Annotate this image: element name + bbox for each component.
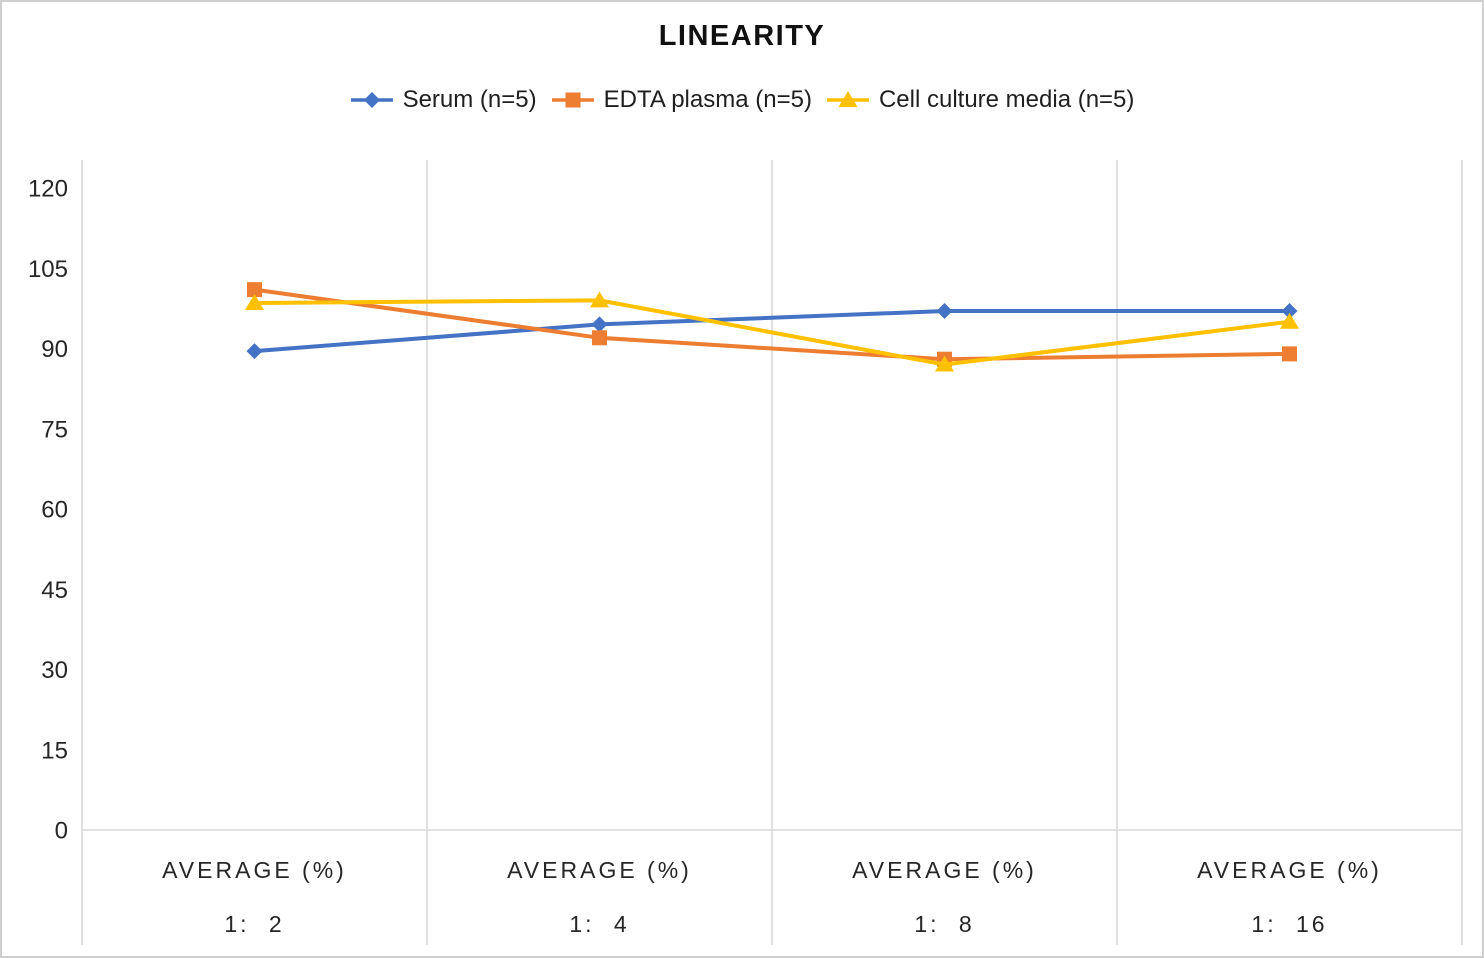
y-tick-label: 45 xyxy=(41,577,68,604)
legend-item-serum-n-5: Serum (n=5) xyxy=(350,86,537,114)
y-tick-label: 75 xyxy=(41,416,68,443)
y-tick-label: 60 xyxy=(41,497,68,524)
data-point-cell-culture-media-n-5 xyxy=(590,291,609,308)
chart-title: LINEARITY xyxy=(658,20,826,52)
data-point-cell-culture-media-n-5 xyxy=(245,294,264,311)
diamond-legend-marker-icon xyxy=(350,92,393,108)
y-tick-label: 120 xyxy=(28,176,68,203)
category-label: 1: 16 xyxy=(1251,911,1327,937)
legend-label: Cell culture media (n=5) xyxy=(878,86,1135,113)
data-point-edta-plasma-n-5 xyxy=(1282,346,1297,362)
category-header: AVERAGE (%) xyxy=(507,857,692,883)
category-label: 1: 2 xyxy=(224,911,284,937)
legend-item-cell-culture-media-n-5: Cell culture media (n=5) xyxy=(826,86,1134,114)
series-line-cell-culture-media-n-5 xyxy=(252,298,1292,367)
y-tick-label: 15 xyxy=(41,737,68,764)
y-tick-label: 105 xyxy=(28,256,68,283)
legend-label: Serum (n=5) xyxy=(402,86,537,113)
data-point-edta-plasma-n-5 xyxy=(592,330,607,346)
category-label: 1: 4 xyxy=(569,911,629,937)
square-legend-marker-icon xyxy=(551,92,594,108)
triangle-legend-marker-icon xyxy=(826,91,869,107)
legend: Serum (n=5) EDTA plasma (n=5) Cell culture… xyxy=(2,86,1482,114)
data-point-serum-n-5 xyxy=(246,343,263,360)
y-tick-label: 30 xyxy=(41,657,68,684)
data-point-serum-n-5 xyxy=(1281,303,1298,320)
legend-label: EDTA plasma (n=5) xyxy=(603,86,812,113)
data-point-edta-plasma-n-5 xyxy=(247,282,262,298)
y-tick-label: 0 xyxy=(55,818,68,845)
y-tick-label: 90 xyxy=(41,336,68,363)
series-line-serum-n-5 xyxy=(252,309,1292,354)
category-header: AVERAGE (%) xyxy=(1197,857,1382,883)
legend-item-edta-plasma-n-5: EDTA plasma (n=5) xyxy=(551,86,812,114)
data-point-cell-culture-media-n-5 xyxy=(935,355,954,372)
category-label: 1: 8 xyxy=(914,911,974,937)
data-point-serum-n-5 xyxy=(936,303,953,320)
series-line-edta-plasma-n-5 xyxy=(252,287,1292,362)
data-point-cell-culture-media-n-5 xyxy=(1280,312,1299,329)
category-header: AVERAGE (%) xyxy=(162,857,347,883)
category-header: AVERAGE (%) xyxy=(852,857,1037,883)
data-point-serum-n-5 xyxy=(591,316,608,333)
